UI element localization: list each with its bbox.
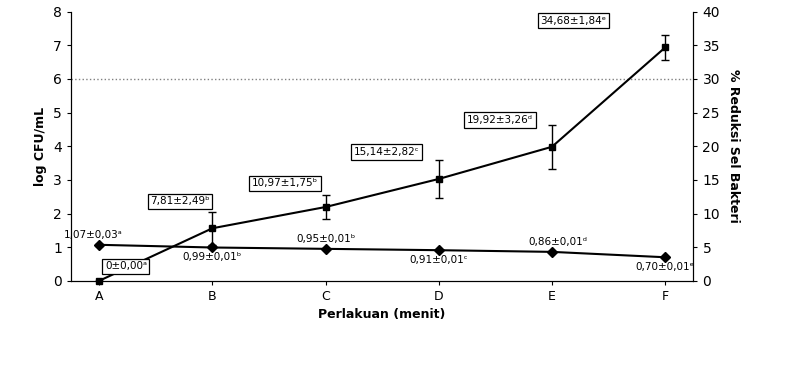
Text: 0±0,00ᵃ: 0±0,00ᵃ xyxy=(105,261,147,271)
Text: 19,92±3,26ᵈ: 19,92±3,26ᵈ xyxy=(467,115,533,125)
Text: 1,07±0,03ᵃ: 1,07±0,03ᵃ xyxy=(64,230,123,240)
Text: 0,99±0,01ᵇ: 0,99±0,01ᵇ xyxy=(183,252,242,262)
X-axis label: Perlakuan (menit): Perlakuan (menit) xyxy=(318,308,446,321)
Text: 0,95±0,01ᵇ: 0,95±0,01ᵇ xyxy=(296,234,355,245)
Y-axis label: log CFU/mL: log CFU/mL xyxy=(35,107,47,186)
Text: 15,14±2,82ᶜ: 15,14±2,82ᶜ xyxy=(354,147,419,157)
Text: 10,97±1,75ᵇ: 10,97±1,75ᵇ xyxy=(252,179,318,188)
Y-axis label: % Reduksi Sel Bakteri: % Reduksi Sel Bakteri xyxy=(727,69,739,223)
Text: 0,70±0,01ᵉ: 0,70±0,01ᵉ xyxy=(636,262,695,271)
Text: 0,91±0,01ᶜ: 0,91±0,01ᶜ xyxy=(410,255,468,264)
Text: 34,68±1,84ᵉ: 34,68±1,84ᵉ xyxy=(541,16,607,26)
Text: 7,81±2,49ᵇ: 7,81±2,49ᵇ xyxy=(151,197,210,206)
Text: 0,86±0,01ᵈ: 0,86±0,01ᵈ xyxy=(528,238,587,248)
